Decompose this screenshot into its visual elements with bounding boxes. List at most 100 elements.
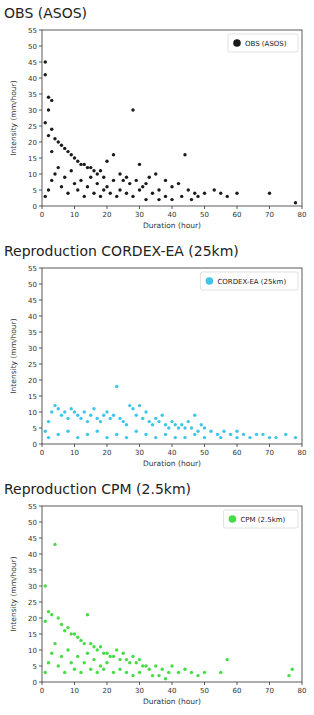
x-tick-label: 70 bbox=[265, 687, 274, 695]
legend: CORDEX-EA (25km) bbox=[200, 272, 298, 290]
x-tick-label: 60 bbox=[233, 687, 242, 695]
point bbox=[141, 417, 144, 420]
point bbox=[144, 182, 147, 185]
point bbox=[44, 671, 47, 674]
point bbox=[138, 658, 141, 661]
point bbox=[125, 658, 128, 661]
point bbox=[89, 166, 92, 169]
y-tick-label: 30 bbox=[28, 583, 37, 591]
y-tick bbox=[39, 412, 42, 413]
y-tick-label: 50 bbox=[28, 519, 37, 527]
x-tick bbox=[42, 682, 43, 685]
point bbox=[291, 668, 294, 671]
point bbox=[92, 407, 95, 410]
point bbox=[115, 648, 118, 651]
point bbox=[131, 407, 134, 410]
y-tick bbox=[39, 268, 42, 269]
x-tick bbox=[42, 444, 43, 447]
point bbox=[105, 160, 108, 163]
point bbox=[138, 671, 141, 674]
y-tick-label: 10 bbox=[28, 409, 37, 417]
point bbox=[50, 99, 53, 102]
point bbox=[229, 433, 232, 436]
point bbox=[226, 658, 229, 661]
point bbox=[294, 436, 297, 439]
point bbox=[109, 417, 112, 420]
x-tick-label: 30 bbox=[135, 687, 144, 695]
point bbox=[79, 163, 82, 166]
point bbox=[226, 195, 229, 198]
point bbox=[66, 192, 69, 195]
point bbox=[76, 436, 79, 439]
point bbox=[128, 661, 131, 664]
point bbox=[157, 188, 160, 191]
x-tick-label: 10 bbox=[70, 687, 79, 695]
point bbox=[294, 201, 297, 204]
y-tick-label: 10 bbox=[28, 171, 37, 179]
point bbox=[144, 433, 147, 436]
point bbox=[44, 430, 47, 433]
y-tick-label: 25 bbox=[28, 361, 37, 369]
point bbox=[138, 188, 141, 191]
y-tick bbox=[39, 46, 42, 47]
point bbox=[112, 671, 115, 674]
point bbox=[57, 664, 60, 667]
y-tick-label: 35 bbox=[28, 329, 37, 337]
point bbox=[105, 661, 108, 664]
point bbox=[89, 176, 92, 179]
plot-area bbox=[42, 506, 302, 682]
x-tick bbox=[237, 206, 238, 209]
chart-title: Reproduction CORDEX-EA (25km) bbox=[4, 243, 239, 259]
point bbox=[57, 616, 60, 619]
point bbox=[177, 671, 180, 674]
point bbox=[53, 172, 56, 175]
y-tick bbox=[39, 284, 42, 285]
point bbox=[102, 668, 105, 671]
point bbox=[284, 433, 287, 436]
point bbox=[180, 195, 183, 198]
point bbox=[66, 626, 69, 629]
point bbox=[79, 179, 82, 182]
point bbox=[47, 661, 50, 664]
point bbox=[216, 433, 219, 436]
point bbox=[89, 414, 92, 417]
legend-label: CPM (2.5km) bbox=[240, 516, 285, 524]
point bbox=[109, 192, 112, 195]
point bbox=[196, 195, 199, 198]
x-tick-label: 20 bbox=[103, 687, 112, 695]
point bbox=[157, 198, 160, 201]
y-tick bbox=[39, 554, 42, 555]
y-tick bbox=[39, 570, 42, 571]
x-tick bbox=[204, 444, 205, 447]
x-tick bbox=[172, 206, 173, 209]
point bbox=[242, 433, 245, 436]
plot-frame bbox=[42, 268, 302, 444]
point bbox=[86, 420, 89, 423]
point bbox=[261, 433, 264, 436]
point bbox=[196, 430, 199, 433]
point bbox=[164, 433, 167, 436]
point bbox=[118, 658, 121, 661]
point bbox=[180, 423, 183, 426]
x-tick-label: 60 bbox=[233, 211, 242, 219]
y-tick bbox=[39, 428, 42, 429]
legend-box bbox=[223, 510, 298, 528]
point bbox=[131, 655, 134, 658]
x-tick bbox=[42, 206, 43, 209]
x-tick bbox=[269, 682, 270, 685]
point bbox=[73, 182, 76, 185]
panel: Reproduction CPM (2.5km)0102030405060708… bbox=[4, 481, 306, 706]
y-tick bbox=[39, 332, 42, 333]
point bbox=[44, 73, 47, 76]
points-inner bbox=[44, 60, 298, 204]
legend-marker bbox=[229, 515, 237, 523]
point bbox=[79, 671, 82, 674]
point bbox=[183, 426, 186, 429]
point bbox=[170, 198, 173, 201]
point bbox=[177, 182, 180, 185]
point bbox=[125, 176, 128, 179]
y-tick-label: 5 bbox=[33, 425, 37, 433]
point bbox=[164, 423, 167, 426]
points bbox=[44, 543, 294, 681]
x-tick-label: 50 bbox=[200, 687, 209, 695]
